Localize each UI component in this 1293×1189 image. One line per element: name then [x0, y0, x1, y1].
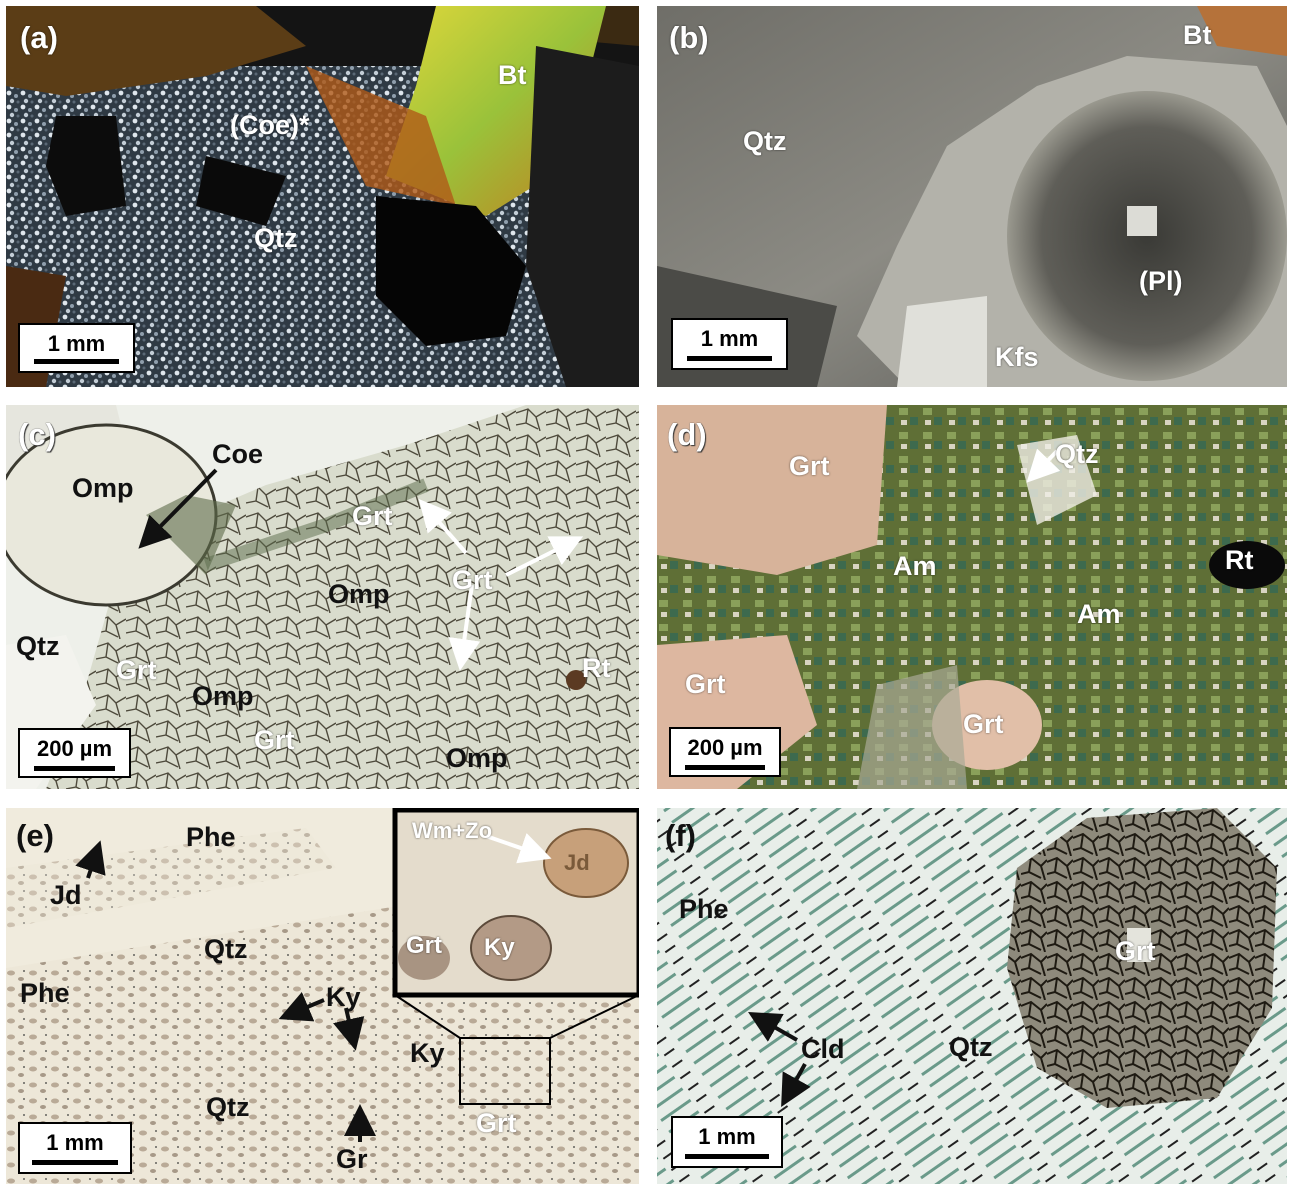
- label-jd-2: Jd: [564, 850, 590, 875]
- scale-line-b: [687, 356, 772, 361]
- label-rt: Rt: [1225, 545, 1254, 575]
- panel-a: (a) Bt (Coe)* Qtz 1 mm: [6, 6, 639, 387]
- scale-bar-d: 200 µm: [669, 727, 781, 777]
- label-omp-1: Omp: [72, 473, 134, 503]
- label-omp-3: Omp: [192, 681, 254, 711]
- label-grt-1: Grt: [789, 451, 830, 481]
- label-phe: Phe: [679, 894, 729, 924]
- label-bt: Bt: [1183, 20, 1212, 50]
- label-grt-inset: Grt: [406, 932, 442, 959]
- scale-line-e: [32, 1160, 118, 1165]
- label-qtz: Qtz: [949, 1032, 993, 1062]
- micrograph-f: [657, 808, 1287, 1184]
- panel-b: (b) Bt Qtz (Pl) Kfs 1 mm: [657, 6, 1287, 387]
- label-omp-2: Omp: [328, 579, 390, 609]
- label-rt: Rt: [582, 653, 611, 683]
- panel-c: (c) Coe Omp Grt Grt Omp Qtz Grt Omp Grt …: [6, 405, 639, 789]
- micrograph-a: [6, 6, 639, 387]
- label-ky-1: Ky: [326, 982, 361, 1012]
- label-qtz-1: Qtz: [204, 934, 248, 964]
- scale-label-a: 1 mm: [47, 331, 106, 356]
- panel-label-a: (a): [20, 20, 58, 55]
- scale-bar-a: 1 mm: [18, 323, 135, 373]
- label-phe-1: Phe: [186, 822, 236, 852]
- micrograph-b: [657, 6, 1287, 387]
- panel-d: (d) Grt Qtz Am Rt Am Grt Grt 200 µm: [657, 405, 1287, 789]
- label-coe: (Coe)*: [230, 110, 310, 140]
- label-grt-4: Grt: [254, 725, 295, 755]
- panel-label-f: (f): [665, 818, 696, 853]
- label-phe-2: Phe: [20, 978, 70, 1008]
- label-qtz: Qtz: [16, 631, 60, 661]
- label-pl: (Pl): [1139, 266, 1183, 296]
- scale-label-d: 200 µm: [687, 735, 763, 760]
- label-grt-3: Grt: [963, 709, 1004, 739]
- label-am-1: Am: [893, 551, 937, 581]
- scale-label-b: 1 mm: [700, 326, 759, 351]
- label-kfs: Kfs: [995, 342, 1039, 372]
- label-grt: Grt: [476, 1108, 517, 1138]
- panel-label-c: (c): [18, 417, 56, 452]
- scale-bar-f: 1 mm: [671, 1116, 783, 1168]
- panel-label-d: (d): [667, 417, 707, 452]
- label-omp-4: Omp: [446, 743, 508, 773]
- label-bt: Bt: [498, 60, 527, 90]
- micrograph-d: [657, 405, 1287, 789]
- label-grt-3: Grt: [116, 655, 157, 685]
- scale-line-c: [34, 766, 115, 771]
- panel-f: (f) Phe Grt Cld Qtz 1 mm: [657, 808, 1287, 1184]
- scale-line-a: [34, 359, 119, 364]
- label-grt-2: Grt: [452, 565, 493, 595]
- label-gr: Gr: [336, 1144, 368, 1174]
- label-grt: Grt: [1115, 936, 1156, 966]
- label-cld: Cld: [801, 1034, 845, 1064]
- label-qtz: Qtz: [1055, 439, 1099, 469]
- label-qtz: Qtz: [254, 223, 298, 253]
- panel-label-e: (e): [16, 818, 54, 853]
- label-ky-2: Ky: [410, 1038, 445, 1068]
- scale-bar-c: 200 µm: [18, 728, 131, 778]
- scale-bar-e: 1 mm: [18, 1122, 132, 1174]
- label-grt-1: Grt: [352, 501, 393, 531]
- scale-label-e: 1 mm: [46, 1130, 104, 1155]
- label-jd-1: Jd: [50, 880, 82, 910]
- label-qtz: Qtz: [743, 126, 787, 156]
- label-ky-inset: Ky: [484, 934, 515, 961]
- label-grt-2: Grt: [685, 669, 726, 699]
- scale-label-f: 1 mm: [698, 1124, 756, 1149]
- label-qtz-2: Qtz: [206, 1092, 250, 1122]
- micrograph-c: [6, 405, 639, 789]
- panel-e: (e) Phe Jd Qtz Phe Ky Ky Qtz Grt Gr Wm+Z…: [6, 808, 639, 1184]
- scale-label-c: 200 µm: [36, 736, 113, 761]
- label-coe: Coe: [212, 439, 264, 469]
- micrograph-e: [6, 808, 639, 1184]
- label-am-2: Am: [1077, 599, 1121, 629]
- label-wm-zo: Wm+Zo: [412, 818, 493, 843]
- scale-line-f: [685, 1154, 769, 1159]
- scale-bar-b: 1 mm: [671, 318, 788, 370]
- panel-label-b: (b): [669, 20, 709, 55]
- scale-line-d: [685, 765, 765, 770]
